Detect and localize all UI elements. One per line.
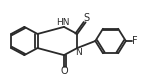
Text: S: S xyxy=(83,13,89,23)
Text: N: N xyxy=(75,48,82,57)
Text: O: O xyxy=(60,66,68,76)
Text: F: F xyxy=(132,36,138,46)
Text: HN: HN xyxy=(56,18,69,27)
